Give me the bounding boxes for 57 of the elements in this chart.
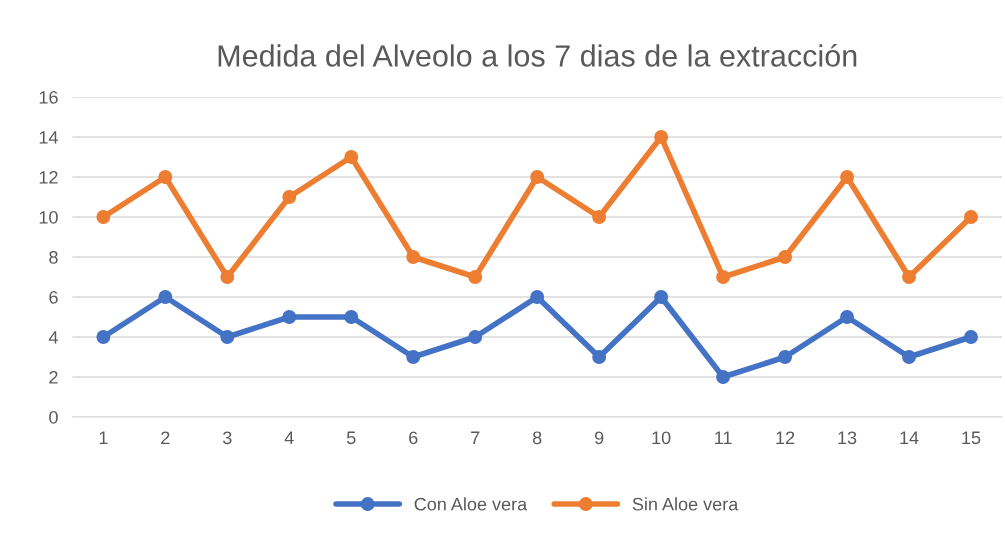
x-tick-label: 1 [99, 431, 108, 444]
x-tick-label: 5 [346, 431, 356, 445]
x-tick-label: 10 [652, 431, 671, 445]
y-tick-label: 2 [49, 370, 58, 384]
x-tick-label: 12 [776, 431, 795, 444]
point [468, 330, 483, 344]
point [964, 330, 978, 344]
y-tick-label: 14 [39, 131, 58, 144]
y-tick-label: 6 [49, 290, 58, 304]
point [96, 330, 111, 344]
y-tick-label: 4 [48, 331, 58, 344]
point [716, 270, 731, 284]
y-tick-label: 8 [49, 250, 58, 264]
point [654, 130, 669, 144]
point [654, 290, 669, 304]
x-tick-label: 3 [222, 431, 232, 445]
point [158, 170, 173, 184]
point [158, 290, 173, 304]
point [220, 330, 235, 344]
x-tick-label: 14 [900, 431, 919, 444]
point [530, 170, 545, 184]
y-tick-label: 12 [39, 170, 58, 184]
x-tick-label: 15 [962, 431, 981, 445]
y-tick-label: 0 [49, 410, 58, 424]
point [778, 350, 793, 364]
x-tick-label: 13 [838, 431, 857, 445]
point [406, 250, 421, 264]
point [530, 290, 545, 304]
point [902, 270, 916, 284]
point [220, 270, 235, 284]
legend-label: Sin Aloe vera [632, 497, 739, 511]
x-tick-label: 2 [161, 431, 170, 444]
point [964, 210, 978, 224]
x-tick-label: 7 [471, 431, 480, 444]
x-tick-label: 6 [409, 431, 418, 445]
x-tick-label: 11 [715, 431, 732, 444]
point [344, 310, 359, 324]
x-tick-label: 8 [532, 431, 542, 445]
point [592, 210, 607, 224]
chart-title: Medida del Alveolo a los 7 dias de la extracción [218, 43, 857, 67]
y-tick-label: 16 [39, 90, 58, 104]
point [902, 350, 916, 364]
point [840, 170, 854, 184]
point [468, 270, 483, 284]
y-tick-label: 10 [39, 210, 58, 224]
point [282, 310, 297, 324]
point [96, 210, 111, 224]
legend-label: Con Aloe vera [414, 497, 528, 511]
point [716, 370, 731, 384]
point [778, 250, 793, 264]
point [282, 190, 297, 204]
x-tick-label: 4 [284, 431, 294, 444]
point [840, 310, 854, 324]
point [406, 350, 421, 364]
point [592, 350, 607, 364]
x-tick-label: 9 [594, 431, 604, 445]
point [344, 150, 359, 164]
